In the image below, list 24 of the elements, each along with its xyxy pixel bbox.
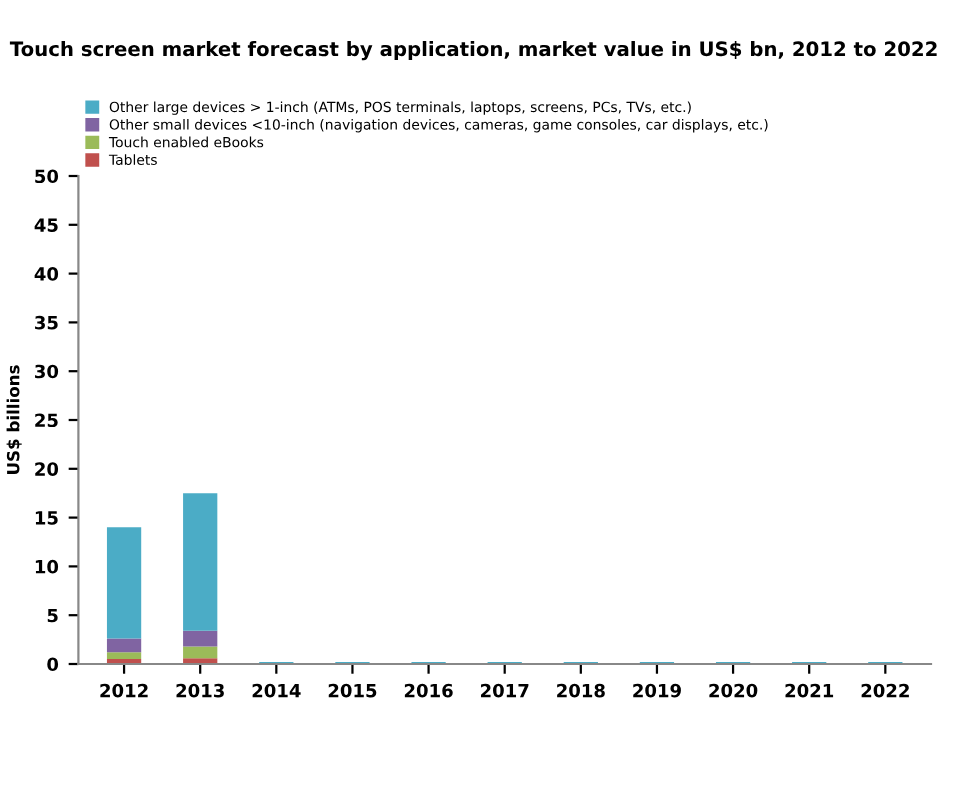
chart-title: Touch screen market forecast by application, market value in US$ bn, 2012 to 2022 xyxy=(9,41,937,61)
y-tick-label: 35 xyxy=(35,315,58,330)
x-tick-label: 2016 xyxy=(404,683,453,698)
x-tick-label: 2014 xyxy=(252,683,301,698)
y-tick-label: 20 xyxy=(35,462,59,476)
x-tick-label: 2018 xyxy=(557,683,605,698)
y-tick-label: 50 xyxy=(35,169,59,184)
y-tick-label: 10 xyxy=(35,559,59,574)
y-tick-label: 15 xyxy=(35,511,58,525)
y-tick-label: 30 xyxy=(35,364,59,379)
x-tick-label: 2019 xyxy=(633,683,681,698)
x-tick-label: 2021 xyxy=(785,683,834,698)
y-tick-label: 45 xyxy=(34,218,58,232)
x-tick-label: 2012 xyxy=(100,683,148,698)
y-tick-label: 25 xyxy=(35,413,58,428)
x-tick-label: 2022 xyxy=(861,683,909,698)
x-tick-label: 2013 xyxy=(176,683,224,698)
x-tick-label: 2017 xyxy=(481,683,529,698)
x-tick-label: 2020 xyxy=(709,683,758,698)
y-tick-label: 40 xyxy=(34,267,59,281)
x-tick-label: 2015 xyxy=(328,683,377,698)
y-tick-label: 0 xyxy=(47,657,59,672)
y-tick-label: 5 xyxy=(47,608,58,623)
y-axis-title: US$ billions xyxy=(6,365,22,474)
